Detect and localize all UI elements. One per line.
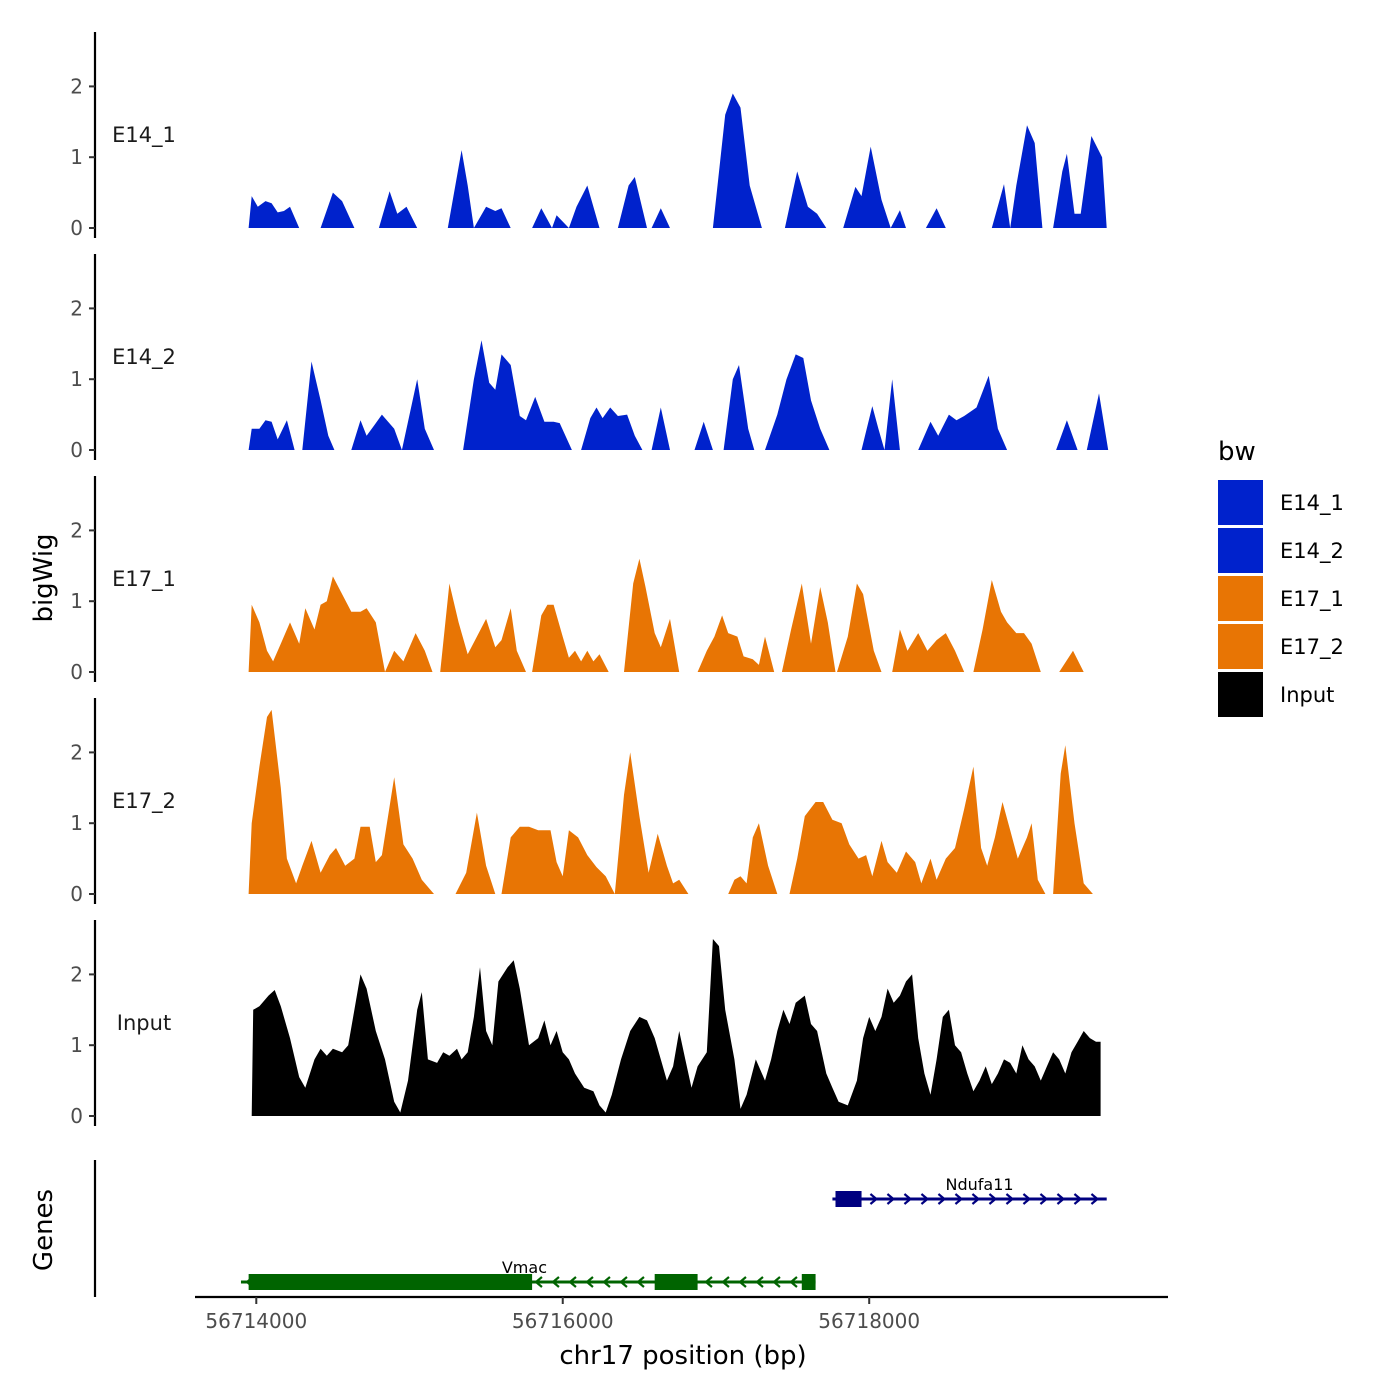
signal-area-e14-1 xyxy=(248,93,1107,228)
strand-arrow xyxy=(886,1193,896,1205)
strand-arrow xyxy=(636,1276,645,1288)
track-e17-1: 0 1 2 E17_1 xyxy=(70,476,1084,684)
legend-label-e17-2: E17_2 xyxy=(1280,635,1344,660)
strand-arrow xyxy=(869,1193,879,1205)
strand-arrow xyxy=(954,1193,964,1205)
track-label-e17-1: E17_1 xyxy=(112,567,176,592)
legend-label-e14-1: E14_1 xyxy=(1280,491,1344,516)
y-tick-label: 2 xyxy=(70,740,83,764)
legend-label-e17-1: E17_1 xyxy=(1280,587,1344,612)
strand-arrow xyxy=(988,1193,998,1205)
y-tick-label: 0 xyxy=(70,882,83,906)
y-tick-label: 1 xyxy=(70,367,83,391)
strand-arrow xyxy=(1056,1193,1066,1205)
strand-arrow xyxy=(1005,1193,1015,1205)
strand-arrow xyxy=(568,1276,577,1288)
gene-vmac: Vmac xyxy=(240,1258,816,1290)
strand-arrow xyxy=(704,1276,713,1288)
genes-panel: Ndufa11 Vmac xyxy=(93,1160,1107,1297)
y-tick-label: 1 xyxy=(70,589,83,613)
track-label-e14-1: E14_1 xyxy=(112,123,176,148)
strand-arrow xyxy=(903,1193,913,1205)
gene-exon xyxy=(248,1274,533,1290)
y-tick-label: 1 xyxy=(70,145,83,169)
strand-arrow xyxy=(602,1276,611,1288)
track-e14-1: 0 1 2 E14_1 xyxy=(70,32,1107,240)
track-label-e17-2: E17_2 xyxy=(112,789,176,814)
strand-arrow xyxy=(534,1276,543,1288)
x-tick-label: 56718000 xyxy=(818,1309,920,1333)
track-label-e14-2: E14_2 xyxy=(112,345,176,370)
y-tick-label: 2 xyxy=(70,296,83,320)
strand-arrow xyxy=(789,1276,798,1288)
strand-arrow xyxy=(1022,1193,1032,1205)
gene-label-ndufa11: Ndufa11 xyxy=(945,1175,1013,1194)
y-tick-label: 2 xyxy=(70,74,83,98)
y-axis-title: bigWig xyxy=(29,533,59,622)
signal-area-e14-2 xyxy=(248,340,1109,450)
strand-arrow xyxy=(551,1276,560,1288)
x-tick-label: 56716000 xyxy=(512,1309,614,1333)
track-label-input: Input xyxy=(117,1011,171,1035)
y-tick-label: 1 xyxy=(70,811,83,835)
x-axis-title: chr17 position (bp) xyxy=(559,1341,806,1371)
y-tick-label: 0 xyxy=(70,438,83,462)
legend-swatch-e17-2 xyxy=(1218,624,1263,669)
signal-area-input xyxy=(251,939,1101,1116)
strand-arrow xyxy=(937,1193,947,1205)
strand-arrow xyxy=(1039,1193,1049,1205)
legend-title: bw xyxy=(1218,437,1256,467)
strand-arrow xyxy=(721,1276,730,1288)
signal-area-e17-1 xyxy=(248,558,1084,672)
y-tick-label: 2 xyxy=(70,962,83,986)
legend-swatch-input xyxy=(1218,672,1263,717)
x-axis: 56714000 56716000 56718000 xyxy=(195,1295,1168,1333)
strand-arrow xyxy=(755,1276,764,1288)
legend-swatch-e17-1 xyxy=(1218,576,1263,621)
gene-exon xyxy=(801,1274,816,1290)
y-tick-label: 0 xyxy=(70,1104,83,1128)
strand-arrow xyxy=(738,1276,747,1288)
y-tick-label: 0 xyxy=(70,660,83,684)
gene-exon xyxy=(654,1274,698,1290)
gene-exon xyxy=(835,1191,862,1207)
strand-arrow xyxy=(585,1276,594,1288)
gene-ndufa11: Ndufa11 xyxy=(832,1175,1107,1207)
x-tick-label: 56714000 xyxy=(205,1309,307,1333)
strand-arrow xyxy=(920,1193,930,1205)
y-tick-label: 1 xyxy=(70,1033,83,1057)
track-input: 0 1 2 Input xyxy=(70,920,1101,1128)
gene-label-vmac: Vmac xyxy=(502,1258,547,1277)
strand-arrow xyxy=(772,1276,781,1288)
strand-arrow xyxy=(619,1276,628,1288)
track-panels: 0 1 2 E14_1 0 1 2 E14_2 0 1 2 E17_1 0 1 2 E17_2 0 1 2 Input xyxy=(70,32,1109,1128)
legend-label-input: Input xyxy=(1280,683,1334,707)
legend-label-e14-2: E14_2 xyxy=(1280,539,1344,564)
strand-arrow xyxy=(1073,1193,1083,1205)
y-tick-label: 2 xyxy=(70,518,83,542)
legend-swatch-e14-1 xyxy=(1218,480,1263,525)
strand-arrow xyxy=(1090,1193,1100,1205)
y-tick-label: 0 xyxy=(70,216,83,240)
track-e17-2: 0 1 2 E17_2 xyxy=(70,698,1093,906)
legend: bw E14_1 E14_2 E17_1 E17_2 Input xyxy=(1218,437,1344,717)
legend-swatch-e14-2 xyxy=(1218,528,1263,573)
strand-arrow xyxy=(971,1193,981,1205)
signal-area-e17-2 xyxy=(248,709,1093,894)
track-e14-2: 0 1 2 E14_2 xyxy=(70,254,1109,462)
genes-axis-title: Genes xyxy=(29,1189,59,1271)
